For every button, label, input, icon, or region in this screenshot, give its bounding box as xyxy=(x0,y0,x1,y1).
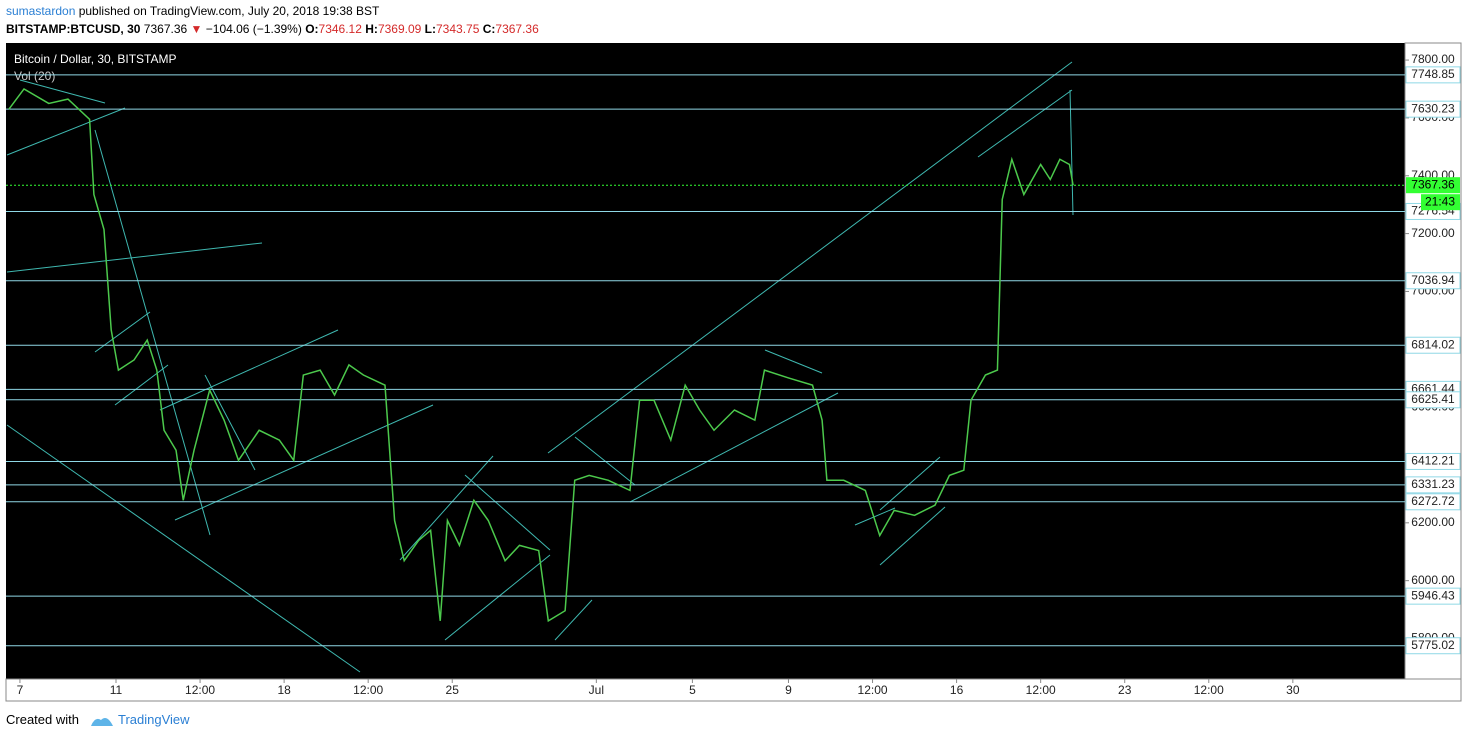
header-line-1: sumastardon published on TradingView.com… xyxy=(6,4,379,18)
published: published on TradingView.com, July 20, 2… xyxy=(75,4,380,18)
plot-background xyxy=(6,43,1405,679)
x-tick-label: 23 xyxy=(1118,683,1132,697)
level-label: 6625.41 xyxy=(1411,392,1455,406)
level-label-box xyxy=(1405,391,1461,409)
x-tick-label: 12:00 xyxy=(1194,683,1224,697)
current-price-box xyxy=(1406,177,1460,194)
high: 7369.09 xyxy=(377,22,422,36)
level-label: 5946.43 xyxy=(1411,588,1455,602)
x-tick-label: 12:00 xyxy=(353,683,383,697)
countdown-label: 21:43 xyxy=(1425,194,1455,208)
current-price-label: 7367.36 xyxy=(1411,177,1455,191)
trend-line xyxy=(444,554,551,641)
x-tick-label: 5 xyxy=(689,683,696,697)
level-label-box xyxy=(1405,587,1461,605)
chart-title: Bitcoin / Dollar, 30, BITSTAMP xyxy=(14,52,177,66)
x-tick-label: 12:00 xyxy=(1026,683,1056,697)
y-tick-label: 7200.00 xyxy=(1411,226,1455,240)
x-tick-label: 12:00 xyxy=(858,683,888,697)
close: 7367.36 xyxy=(495,22,539,36)
trend-line xyxy=(764,349,823,374)
symbol: BITSTAMP:BTCUSD, 30 xyxy=(6,22,141,36)
level-label: 6331.23 xyxy=(1411,477,1455,491)
y-tick-label: 6000.00 xyxy=(1411,573,1455,587)
level-label-box xyxy=(1405,452,1461,470)
volume-label: Vol (20) xyxy=(14,69,55,83)
trend-line xyxy=(879,456,941,511)
time-axis xyxy=(5,678,1462,702)
x-tick-label: 25 xyxy=(446,683,460,697)
y-tick-label: 6200.00 xyxy=(1411,515,1455,529)
x-tick-label: 9 xyxy=(785,683,792,697)
x-tick-label: 12:00 xyxy=(185,683,215,697)
level-label-box xyxy=(1405,476,1461,494)
x-tick-label: Jul xyxy=(589,683,604,697)
level-label: 7036.94 xyxy=(1411,273,1455,287)
footer-brand[interactable]: TradingView xyxy=(118,712,190,727)
level-label-box xyxy=(1405,66,1461,84)
level-label: 5775.02 xyxy=(1411,638,1455,652)
trend-line xyxy=(1069,89,1074,216)
c-label: C: xyxy=(482,22,496,36)
last: 7367.36 xyxy=(143,22,188,36)
price-axis xyxy=(1404,42,1462,680)
trend-line xyxy=(464,474,551,551)
level-label-box xyxy=(1405,100,1461,118)
trend-line xyxy=(19,79,106,104)
logo xyxy=(90,717,113,726)
trend-line xyxy=(204,374,256,471)
header-line-2: BITSTAMP:BTCUSD, 30 7367.36 ▼ −104.06 (−… xyxy=(6,22,539,36)
trend-line xyxy=(547,61,1073,454)
change: −104.06 (−1.39%) xyxy=(205,22,302,36)
trend-line xyxy=(114,364,169,406)
level-label-box xyxy=(1405,336,1461,354)
trend-line xyxy=(554,599,593,641)
trend-lines xyxy=(6,61,1074,673)
x-tick-label: 16 xyxy=(950,683,964,697)
trend-line xyxy=(854,507,896,526)
trend-line xyxy=(629,392,839,503)
level-label-box xyxy=(1405,637,1461,655)
level-label-box xyxy=(1405,272,1461,290)
level-label-box xyxy=(1405,493,1461,511)
trend-line xyxy=(977,89,1073,158)
x-tick-label: 11 xyxy=(110,683,123,697)
level-label: 6272.72 xyxy=(1411,494,1455,508)
arrow: ▼ xyxy=(190,22,203,36)
trend-line xyxy=(879,506,946,566)
x-tick-label: 18 xyxy=(277,683,291,697)
footer-created: Created with xyxy=(6,712,79,727)
footer: Created with TradingView xyxy=(6,712,190,728)
level-label: 6814.02 xyxy=(1411,337,1455,351)
x-tick-label: 7 xyxy=(17,683,24,697)
author[interactable]: sumastardon xyxy=(6,4,76,18)
trend-line xyxy=(6,242,263,273)
o-label: O: xyxy=(305,22,319,36)
level-label: 6412.21 xyxy=(1411,454,1455,468)
l-label: L: xyxy=(424,22,436,36)
trend-line xyxy=(174,404,434,521)
low: 7343.75 xyxy=(436,22,480,36)
open: 7346.12 xyxy=(318,22,362,36)
trend-line xyxy=(399,455,494,561)
trend-line xyxy=(6,107,126,156)
price-line xyxy=(8,88,1074,623)
countdown-box xyxy=(1421,194,1460,211)
level-label: 7630.23 xyxy=(1411,101,1455,115)
x-tick-label: 30 xyxy=(1286,683,1300,697)
y-tick-label: 7800.00 xyxy=(1411,52,1455,66)
trend-line xyxy=(159,329,339,411)
level-label: 7748.85 xyxy=(1411,67,1455,81)
h-label: H: xyxy=(365,22,378,36)
trend-line xyxy=(6,424,361,673)
